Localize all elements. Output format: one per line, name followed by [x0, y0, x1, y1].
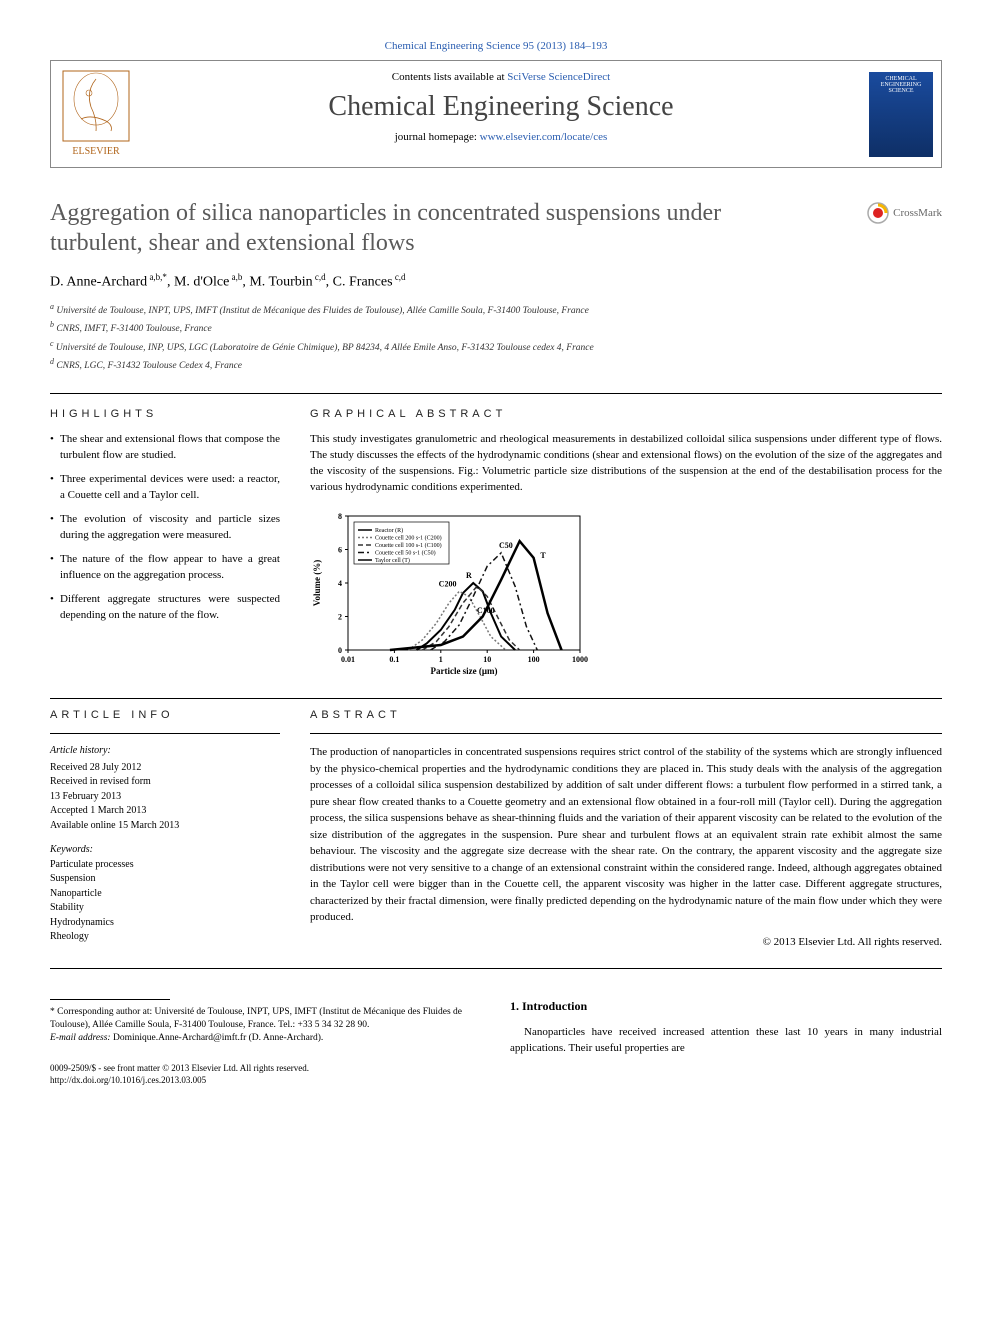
- contents-line: Contents lists available at SciVerse Sci…: [161, 71, 841, 83]
- abstract-copyright: © 2013 Elsevier Ltd. All rights reserved…: [310, 936, 942, 948]
- graphical-abstract-text: This study investigates granulometric an…: [310, 432, 942, 496]
- affiliations: a Université de Toulouse, INPT, UPS, IMF…: [50, 301, 942, 374]
- highlights-label: HIGHLIGHTS: [50, 408, 280, 420]
- svg-text:1000: 1000: [572, 655, 588, 664]
- journal-title: Chemical Engineering Science: [161, 91, 841, 123]
- graphical-abstract-chart: 0.01 0.1 1 10 100 1000 0 2 4 6 8 Particle size (μm)…: [310, 508, 590, 678]
- svg-text:2: 2: [338, 613, 342, 622]
- svg-text:10: 10: [483, 655, 491, 664]
- article-info: Article history: Received 28 July 2012Re…: [50, 744, 280, 945]
- author-list: D. Anne-Archard a,b,*, M. d'Olce a,b, M.…: [50, 272, 942, 291]
- svg-text:C100: C100: [477, 606, 495, 615]
- svg-text:Couette cell 200 s-1 (C200): Couette cell 200 s-1 (C200): [375, 535, 442, 542]
- abstract-label: ABSTRACT: [310, 709, 942, 721]
- highlight-item: The nature of the flow appear to have a …: [50, 552, 280, 584]
- introduction-heading: 1. Introduction: [510, 999, 942, 1014]
- journal-header: ELSEVIER Contents lists available at Sci…: [50, 60, 942, 168]
- svg-text:0: 0: [338, 646, 342, 655]
- journal-homepage-link[interactable]: www.elsevier.com/locate/ces: [480, 131, 608, 143]
- highlight-item: Different aggregate structures were susp…: [50, 592, 280, 624]
- svg-text:Volume (%): Volume (%): [312, 560, 322, 606]
- journal-cover-thumb: CHEMICAL ENGINEERING SCIENCE: [861, 61, 941, 167]
- svg-text:100: 100: [528, 655, 540, 664]
- sciencedirect-link[interactable]: SciVerse ScienceDirect: [507, 71, 610, 83]
- graphical-abstract-label: GRAPHICAL ABSTRACT: [310, 408, 942, 420]
- corresponding-author-note: * Corresponding author at: Université de…: [50, 999, 480, 1087]
- introduction-text: Nanoparticles have received increased at…: [510, 1024, 942, 1057]
- svg-text:Couette cell 100 s-1 (C100): Couette cell 100 s-1 (C100): [375, 542, 442, 549]
- svg-text:C200: C200: [439, 580, 457, 589]
- crossmark-badge[interactable]: CrossMark: [867, 202, 942, 224]
- svg-text:R: R: [466, 571, 472, 580]
- svg-text:Reactor (R): Reactor (R): [375, 527, 403, 534]
- svg-text:0.1: 0.1: [389, 655, 399, 664]
- svg-text:Couette cell 50 s-1 (C50): Couette cell 50 s-1 (C50): [375, 550, 436, 557]
- svg-text:Taylor cell (T): Taylor cell (T): [375, 557, 410, 564]
- article-title: Aggregation of silica nanoparticles in c…: [50, 198, 790, 258]
- svg-text:4: 4: [338, 579, 342, 588]
- svg-text:Particle size (μm): Particle size (μm): [430, 666, 497, 676]
- highlight-item: The evolution of viscosity and particle …: [50, 512, 280, 544]
- homepage-line: journal homepage: www.elsevier.com/locat…: [161, 131, 841, 143]
- svg-text:ELSEVIER: ELSEVIER: [72, 146, 120, 157]
- svg-text:1: 1: [439, 655, 443, 664]
- article-info-label: ARTICLE INFO: [50, 709, 280, 721]
- highlights-list: The shear and extensional flows that com…: [50, 432, 280, 623]
- svg-text:0.01: 0.01: [341, 655, 355, 664]
- highlight-item: Three experimental devices were used: a …: [50, 472, 280, 504]
- running-header: Chemical Engineering Science 95 (2013) 1…: [50, 40, 942, 52]
- svg-text:8: 8: [338, 512, 342, 521]
- svg-text:T: T: [540, 551, 546, 560]
- highlight-item: The shear and extensional flows that com…: [50, 432, 280, 464]
- svg-text:6: 6: [338, 546, 342, 555]
- svg-text:C50: C50: [499, 541, 513, 550]
- abstract-text: The production of nanoparticles in conce…: [310, 744, 942, 926]
- elsevier-logo: ELSEVIER: [51, 61, 141, 167]
